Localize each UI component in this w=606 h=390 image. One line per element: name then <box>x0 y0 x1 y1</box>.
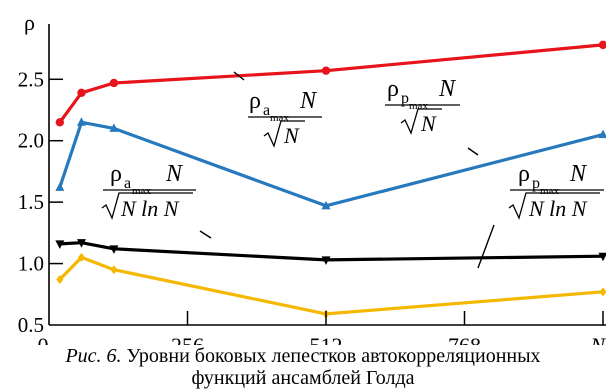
annotation-a3-den: N ln N <box>120 196 180 221</box>
annotation-leader-3 <box>200 231 211 238</box>
series-3-line <box>60 243 603 260</box>
annotation-a4-rho: ρ <box>518 161 530 187</box>
annotation-a1-rho: ρ <box>249 88 261 114</box>
y-tick-label-1: 0.5 <box>18 313 44 337</box>
annotation-a2: ρ p max N N <box>385 76 460 136</box>
series-4-line <box>60 257 603 314</box>
figure-caption: Рис. 6. Уровни боковых лепестков автокор… <box>0 344 606 368</box>
figure-caption-line2: функций ансамблей Голда <box>0 366 606 390</box>
annotation-a2-den: N <box>420 111 437 136</box>
caption-line1: Уровни боковых лепестков автокорреляцион… <box>127 345 541 367</box>
caption-line2: функций ансамблей Голда <box>191 367 414 389</box>
series-1-point-3 <box>110 79 118 87</box>
annotation-leader-2 <box>468 148 478 155</box>
series-1-point-1 <box>56 118 64 126</box>
series-4-point-3 <box>110 265 117 274</box>
y-tick-label-4: 2.0 <box>18 129 44 153</box>
annotation-a1-den: N <box>283 123 300 148</box>
annotation-a4: ρ p max N N ln N <box>509 161 604 221</box>
annotation-a3: ρ a max N N ln N <box>102 161 196 221</box>
y-tick-label-2: 1.0 <box>18 252 44 276</box>
series-4-point-5 <box>599 287 606 296</box>
line-chart: ρ 0256512768N0.51.01.52.02.5 ρ a max N N… <box>0 0 606 345</box>
y-axis-label: ρ <box>24 10 35 35</box>
annotation-a4-N: N <box>569 161 588 187</box>
series-1-point-2 <box>77 89 85 97</box>
annotation-a1: ρ a max N N <box>248 88 322 148</box>
series-1-point-5 <box>599 41 606 49</box>
y-tick-label-3: 1.5 <box>18 190 44 214</box>
annotation-a3-N: N <box>165 161 184 187</box>
annotation-a2-N: N <box>438 76 457 102</box>
series-1-point-4 <box>322 66 330 74</box>
annotation-a4-den: N ln N <box>528 196 588 221</box>
annotation-a2-rho: ρ <box>387 76 399 102</box>
annotation-leader-4 <box>478 225 494 268</box>
series-1-line <box>60 45 603 122</box>
series-2-point-1 <box>55 182 64 191</box>
caption-prefix: Рис. 6. <box>65 345 121 367</box>
annotation-a1-N: N <box>299 88 318 114</box>
annotation-a3-rho: ρ <box>110 161 122 187</box>
y-tick-label-5: 2.5 <box>18 67 44 91</box>
